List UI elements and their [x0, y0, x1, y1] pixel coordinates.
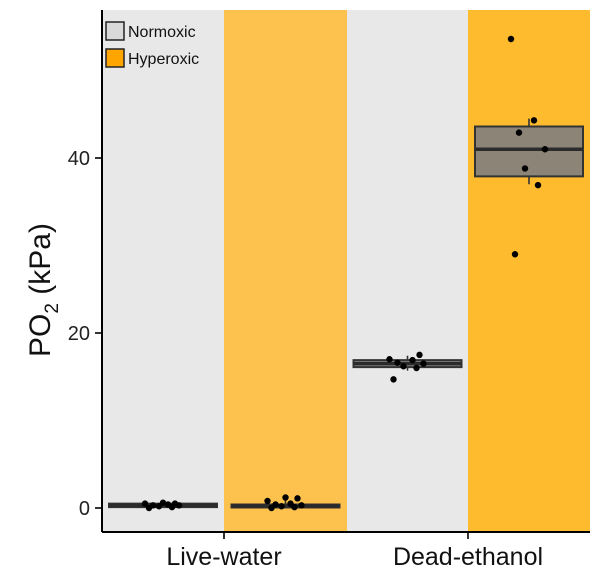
band-live-water-normoxic [102, 10, 224, 532]
x-tick-label: Dead-ethanol [393, 543, 543, 571]
data-point [515, 129, 523, 136]
data-point [149, 502, 157, 509]
data-point [534, 181, 542, 189]
y-tick-label: 40 [68, 148, 90, 170]
data-point [282, 494, 289, 501]
data-point [507, 35, 515, 43]
data-point [159, 499, 167, 506]
data-point [416, 351, 423, 359]
data-point [409, 356, 416, 364]
data-point [386, 356, 393, 363]
y-axis-label: PO2 (kPa) [24, 223, 63, 357]
data-point [394, 359, 401, 366]
data-point [298, 502, 305, 509]
data-point [420, 360, 427, 367]
data-point [390, 376, 397, 383]
data-point [272, 501, 279, 508]
data-point [400, 363, 407, 370]
data-points [141, 35, 549, 512]
legend-swatch-normoxic [105, 21, 125, 41]
box-dead-ethanol-hyperoxic [474, 125, 584, 178]
legend-label-hyperoxic: Hyperoxic [128, 51, 199, 68]
band-dead-ethanol-normoxic [347, 10, 468, 532]
legend: Normoxic Hyperoxic [105, 21, 199, 68]
y-tick-label: 0 [79, 498, 90, 520]
legend-label-normoxic: Normoxic [128, 24, 196, 41]
data-point [541, 146, 549, 153]
data-point [521, 165, 529, 172]
legend-swatch-hyperoxic [105, 48, 125, 68]
data-point [141, 500, 149, 507]
data-point [171, 500, 179, 507]
data-point [278, 503, 285, 510]
axes: 0 20 40 Live-water Dead-ethanol [68, 10, 590, 571]
data-point [164, 501, 172, 508]
condition-bands [102, 10, 590, 532]
data-point [287, 500, 294, 507]
data-point [530, 117, 538, 124]
data-point [511, 251, 519, 258]
band-live-water-hyperoxic [224, 10, 347, 532]
y-tick-label: 20 [68, 323, 90, 345]
x-tick-label: Live-water [166, 543, 281, 571]
data-point [413, 364, 420, 372]
data-point [294, 495, 301, 502]
data-point [264, 497, 271, 505]
band-dead-ethanol-hyperoxic [468, 10, 590, 532]
